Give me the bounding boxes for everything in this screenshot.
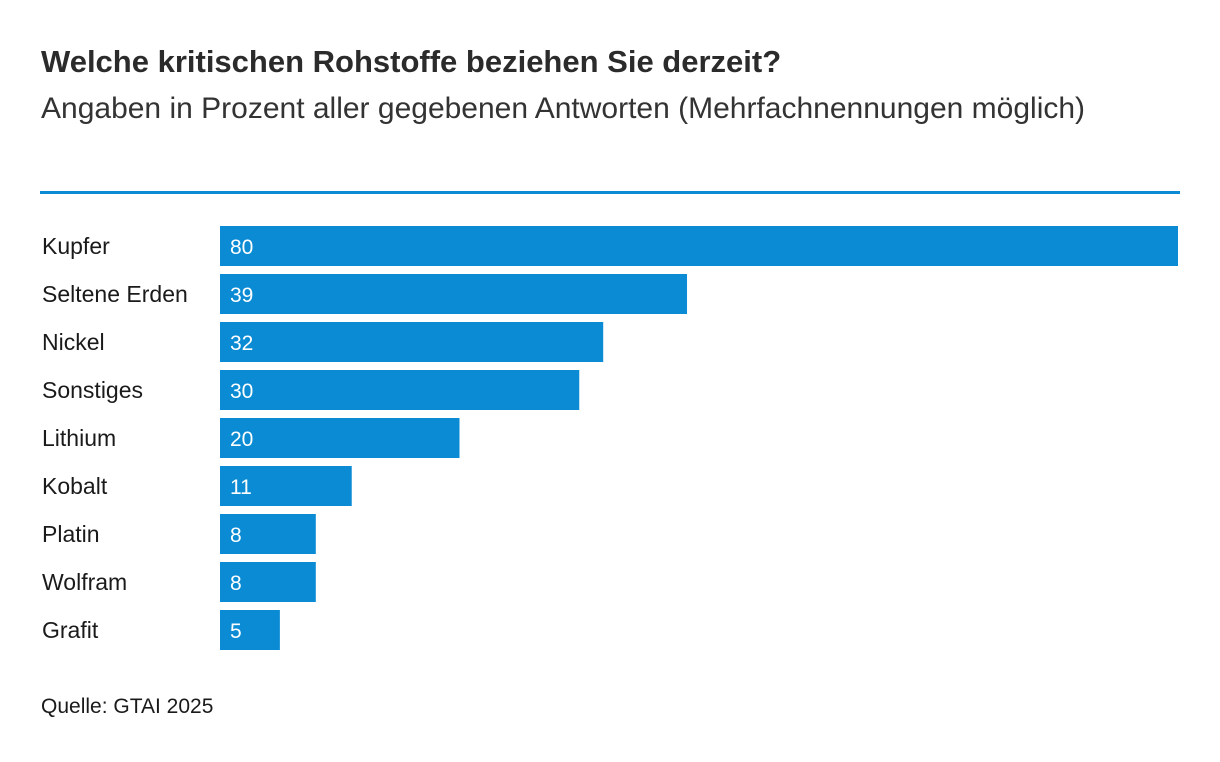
bar-row: Kupfer 80 (42, 226, 1178, 266)
category-label: Platin (42, 521, 100, 547)
bar (220, 466, 352, 506)
bar-row: Sonstiges 30 (42, 370, 580, 410)
title-divider (40, 191, 1180, 194)
bar-row: Platin 8 (42, 514, 316, 554)
category-label: Kupfer (42, 233, 110, 259)
bar (220, 226, 1178, 266)
value-label: 32 (230, 332, 253, 355)
bar (220, 274, 688, 314)
bar-row: Grafit 5 (42, 610, 280, 650)
bar (220, 370, 580, 410)
bar-row: Lithium 20 (42, 418, 460, 458)
category-label: Lithium (42, 425, 116, 451)
category-label: Wolfram (42, 569, 127, 595)
chart-subtitle: Angaben in Prozent aller gegebenen Antwo… (41, 92, 1086, 125)
category-label: Seltene Erden (42, 281, 188, 307)
category-label: Kobalt (42, 473, 108, 499)
value-label: 80 (230, 236, 253, 259)
source-note: Quelle: GTAI 2025 (41, 695, 214, 718)
bar (220, 418, 460, 458)
category-label: Nickel (42, 329, 105, 355)
value-label: 39 (230, 284, 253, 307)
bar (220, 514, 316, 554)
category-label: Grafit (42, 617, 99, 643)
value-label: 5 (230, 620, 242, 643)
value-label: 11 (230, 476, 252, 499)
bar-row: Nickel 32 (42, 322, 604, 362)
bar (220, 562, 316, 602)
value-label: 20 (230, 428, 253, 451)
bar-row: Seltene Erden 39 (42, 274, 688, 314)
chart-title: Welche kritischen Rohstoffe beziehen Sie… (41, 44, 782, 79)
value-label: 8 (230, 572, 242, 595)
value-label: 8 (230, 524, 242, 547)
bar (220, 322, 604, 362)
category-label: Sonstiges (42, 377, 143, 403)
bar-row: Wolfram 8 (42, 562, 316, 602)
bar-row: Kobalt 11 (42, 466, 352, 506)
value-label: 30 (230, 380, 253, 403)
bar (220, 610, 280, 650)
